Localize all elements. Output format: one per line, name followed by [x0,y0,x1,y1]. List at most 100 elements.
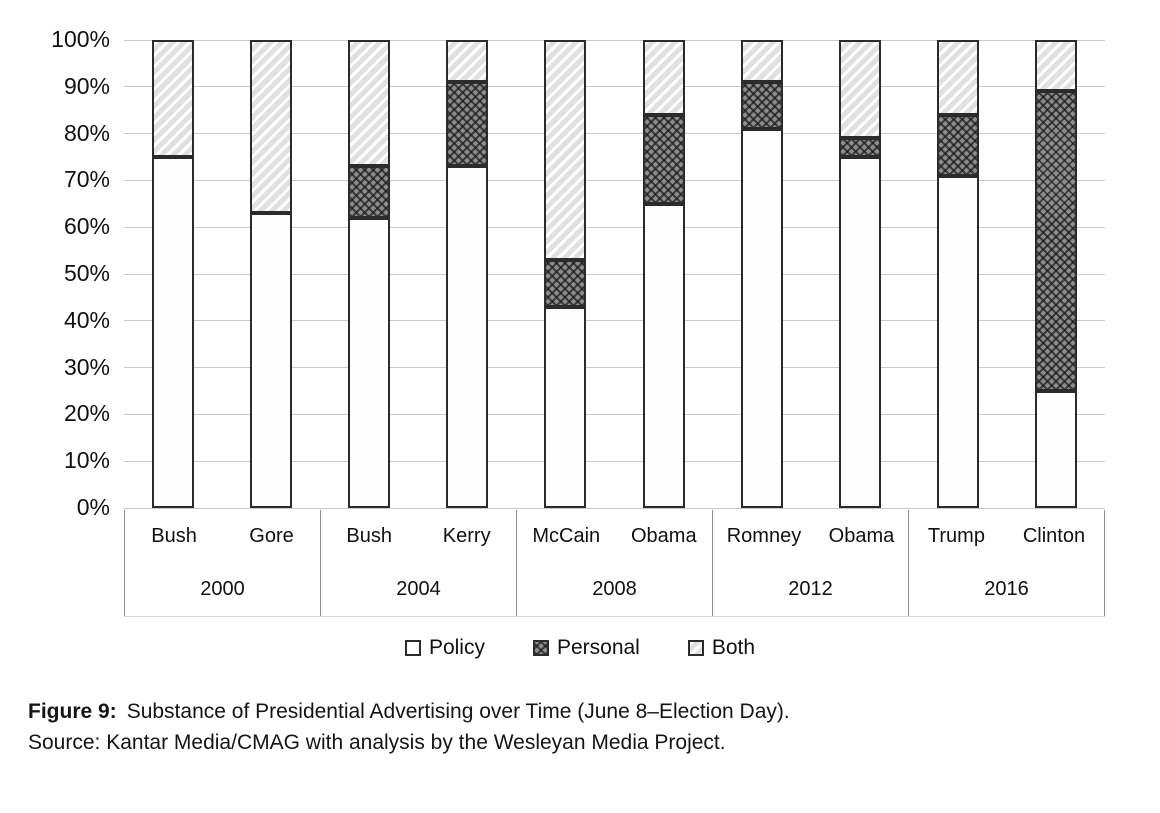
year-label-2000: 2000 [200,578,245,600]
bar-segment-policy [348,217,391,508]
year-row: 2008 [517,563,712,616]
bar-segment-both [740,40,783,83]
year-row: 2016 [909,563,1104,616]
x-label-group-2008: McCain Obama 2008 [516,510,712,616]
gridline-40 [124,320,1105,322]
figure-title: Substance of Presidential Advertising ov… [126,700,790,723]
year-group-2000 [124,40,320,508]
figure-source: Source: Kantar Media/CMAG with analysis … [28,731,726,754]
gridline-10 [124,460,1105,462]
figure-number: Figure 9: [28,700,117,723]
x-label-group-2016: Trump Clinton 2016 [908,510,1105,616]
bar-bush-2004 [348,40,391,508]
bar-romney-2012 [740,40,783,508]
bar-trump-2016 [936,40,979,508]
bar-segment-policy [152,157,195,508]
legend-label-policy: Policy [428,636,485,659]
bar-segment-personal [544,259,587,307]
year-group-2016 [909,40,1105,508]
candidate-label-bush-2000: Bush [151,525,197,547]
bar-segment-both [544,40,587,260]
year-row: 2004 [321,563,516,616]
gridline-100 [124,39,1105,41]
bar-segment-personal [936,114,979,176]
bar-bush-2000 [152,40,195,508]
legend-swatch-both-icon [687,640,704,656]
year-label-2016: 2016 [984,578,1029,600]
plot-area [124,39,1105,509]
x-label-group-2012: Romney Obama 2012 [712,510,908,616]
y-tick-label-0: 0% [76,494,110,520]
legend: Policy Personal Both [0,636,1160,660]
y-tick-label-20: 20% [63,400,110,427]
year-row: 2012 [713,563,908,616]
bar-segment-both [250,40,293,214]
gridline-30 [124,367,1105,369]
bar-segment-policy [250,213,293,508]
bar-segment-policy [446,166,489,508]
legend-swatch-policy-icon [404,640,421,656]
bar-kerry-2004 [446,40,489,508]
bar-segment-both [348,40,391,167]
candidate-row: Trump Clinton [909,510,1104,563]
candidate-label-trump-2016: Trump [927,525,985,547]
year-label-2004: 2004 [396,578,441,600]
bar-mccain-2008 [544,40,587,508]
bar-segment-both [936,40,979,115]
candidate-row: Bush Gore [125,510,320,563]
bar-segment-policy [936,175,979,508]
bar-segment-both [1034,40,1077,92]
gridline-60 [124,226,1105,228]
bar-segment-personal [838,138,881,157]
bar-segment-both [642,40,685,115]
candidate-label-mccain-2008: McCain [532,525,601,547]
gridline-0 [124,507,1105,509]
candidate-row: McCain Obama [517,510,712,563]
y-tick-label-100: 100% [51,26,110,52]
year-row: 2000 [125,563,320,616]
year-label-2008: 2008 [592,578,637,600]
y-tick-label-30: 30% [63,353,110,380]
year-label-2012: 2012 [788,578,833,600]
figure-caption: Figure 9: Substance of Presidential Adver… [28,696,1108,758]
bar-segment-personal [740,82,783,129]
x-label-group-2004: Bush Kerry 2004 [320,510,516,616]
gridline-90 [124,86,1105,88]
y-tick-label-60: 60% [63,213,110,240]
bars-area [124,40,1105,508]
candidate-row: Romney Obama [713,510,908,563]
bar-segment-policy [838,157,881,508]
bar-segment-both [838,40,881,139]
y-tick-label-50: 50% [63,260,110,286]
gridline-70 [124,179,1105,181]
gridline-20 [124,413,1105,415]
year-group-2008 [516,40,712,508]
bar-segment-personal [348,166,391,218]
candidate-label-clinton-2016: Clinton [1022,525,1086,547]
bar-obama-2008 [642,40,685,508]
bar-obama-2012 [838,40,881,508]
legend-item-both: Both [687,636,756,660]
caption-line: Figure 9: Substance of Presidential Adver… [28,696,1108,727]
bar-segment-both [446,40,489,83]
bar-clinton-2016 [1034,40,1077,508]
candidate-label-obama-2008: Obama [630,525,697,547]
candidate-label-gore-2000: Gore [249,525,294,547]
y-tick-label-90: 90% [63,72,110,99]
year-group-2012 [713,40,909,508]
candidate-label-kerry-2004: Kerry [442,525,491,547]
bar-gore-2000 [250,40,293,508]
x-label-group-2000: Bush Gore 2000 [124,510,320,616]
candidate-label-obama-2012: Obama [828,525,895,547]
legend-label-both: Both [711,636,756,659]
x-axis-labels: Bush Gore 2000 Bush Kerry 2004 McCain Obama 2008… [124,510,1105,617]
y-tick-label-40: 40% [63,306,110,333]
bar-segment-policy [642,203,685,508]
gridline-80 [124,133,1105,135]
bar-segment-both [152,40,195,157]
candidate-label-bush-2004: Bush [346,525,392,547]
legend-item-policy: Policy [404,636,485,660]
legend-swatch-personal-icon [532,640,549,656]
y-tick-label-10: 10% [63,447,110,474]
